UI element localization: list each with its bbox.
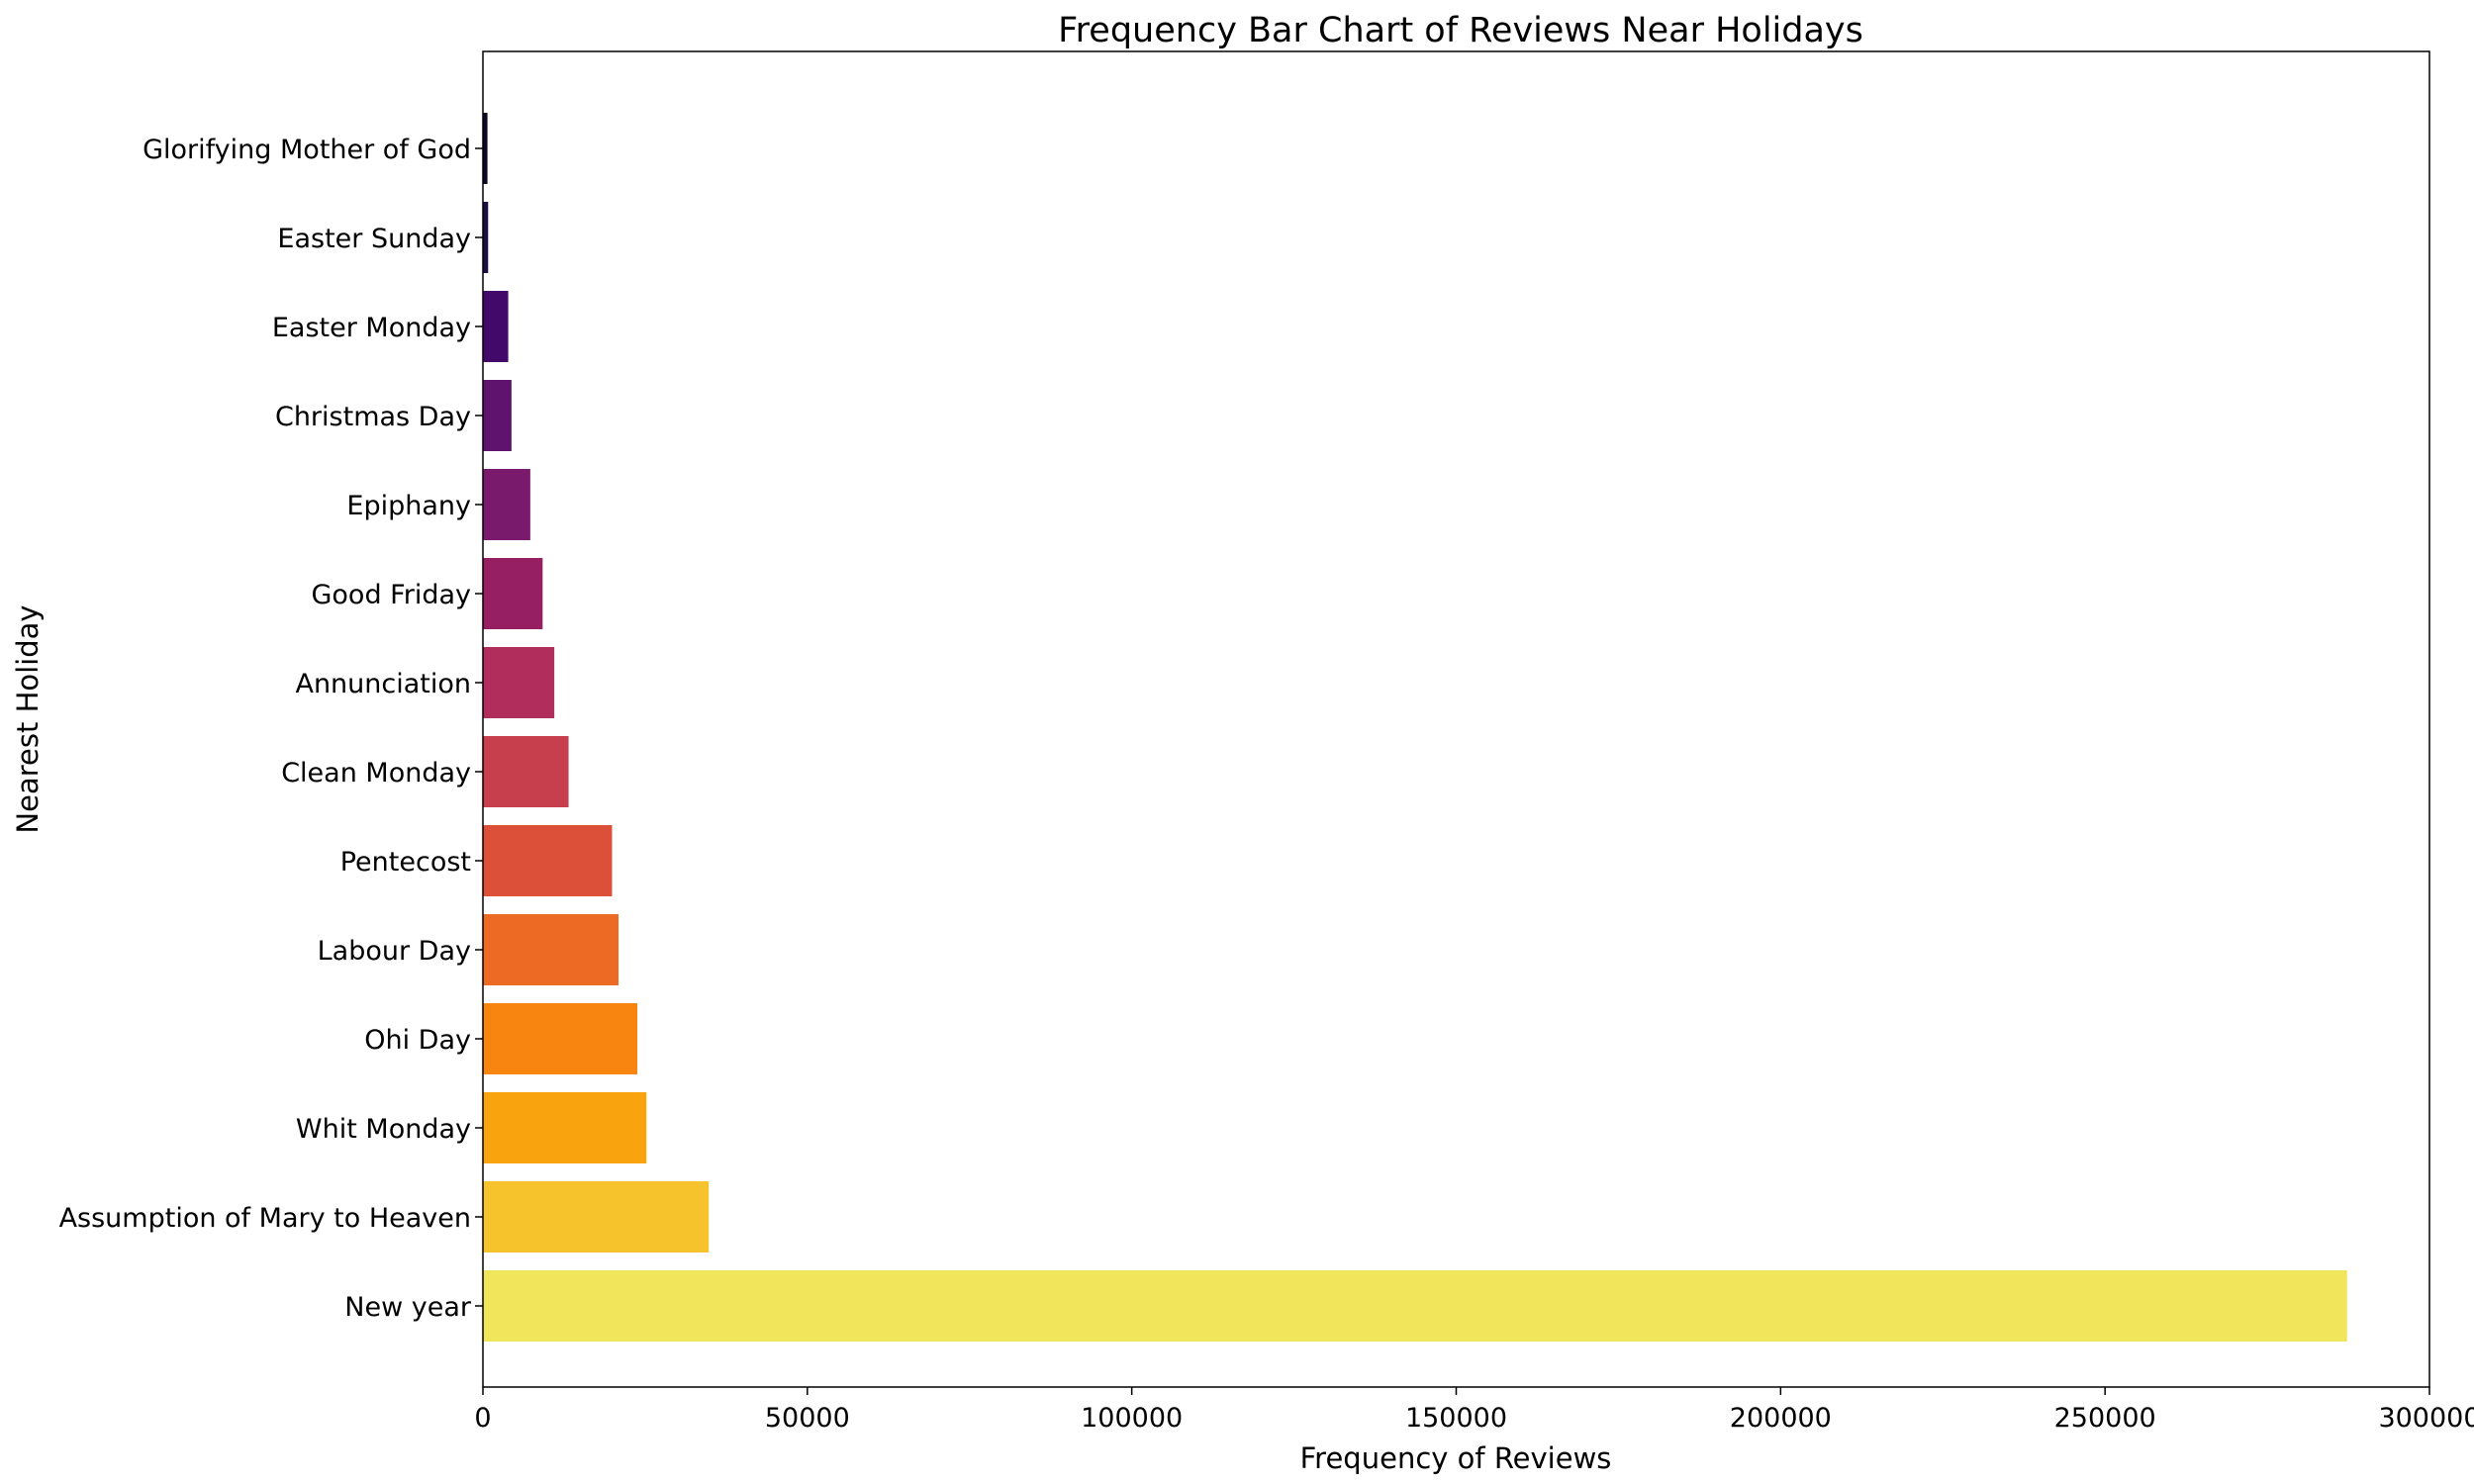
x-tick-label: 0 — [474, 1403, 491, 1434]
x-tick-label: 100000 — [1081, 1403, 1183, 1434]
bars-group — [483, 113, 2347, 1342]
chart-title: Frequency Bar Chart of Reviews Near Holi… — [1058, 11, 1863, 50]
x-axis-label: Frequency of Reviews — [1300, 1441, 1612, 1475]
x-tick-label: 300000 — [2378, 1403, 2474, 1434]
bar-christmas-day — [483, 380, 512, 451]
y-tick-label: Easter Monday — [272, 313, 471, 343]
x-axis-ticks: 0 50000 100000 150000 200000 250000 300000 — [474, 1387, 2474, 1434]
y-axis-label: Nearest Holiday — [11, 604, 45, 833]
bar-clean-monday — [483, 736, 569, 807]
x-tick-label: 200000 — [1730, 1403, 1832, 1434]
y-tick-label: Assumption of Mary to Heaven — [59, 1203, 471, 1234]
bar-easter-monday — [483, 291, 509, 362]
y-tick-label: Pentecost — [340, 847, 471, 878]
bar-pentecost — [483, 825, 613, 896]
y-tick-label: Glorifying Mother of God — [143, 135, 471, 165]
y-tick-label: New year — [344, 1292, 472, 1323]
plot-frame — [482, 50, 2430, 1388]
y-tick-label: Ohi Day — [364, 1025, 471, 1056]
y-tick-label: Clean Monday — [281, 758, 471, 788]
bar-labour-day — [483, 914, 619, 985]
x-tick-label: 150000 — [1405, 1403, 1507, 1434]
bar-ohi-day — [483, 1003, 638, 1074]
bar-assumption-of-mary-to-heaven — [483, 1181, 710, 1252]
y-tick-label: Christmas Day — [275, 402, 471, 432]
bar-new-year — [483, 1270, 2347, 1342]
y-tick-label: Good Friday — [311, 580, 471, 610]
y-tick-label: Epiphany — [346, 491, 471, 521]
x-tick-label: 250000 — [2054, 1403, 2156, 1434]
bar-whit-monday — [483, 1092, 647, 1163]
y-tick-label: Whit Monday — [296, 1114, 471, 1145]
y-tick-label: Labour Day — [318, 936, 471, 967]
x-tick-label: 50000 — [765, 1403, 850, 1434]
y-tick-label: Annunciation — [295, 669, 471, 699]
bar-annunciation — [483, 647, 555, 718]
y-tick-label: Easter Sunday — [277, 224, 471, 254]
bar-epiphany — [483, 469, 530, 540]
bar-glorifying-mother-of-god — [483, 113, 488, 184]
y-axis-ticks: New year Assumption of Mary to Heaven Whit… — [59, 135, 483, 1323]
bar-easter-sunday — [483, 202, 489, 273]
bar-good-friday — [483, 558, 543, 629]
